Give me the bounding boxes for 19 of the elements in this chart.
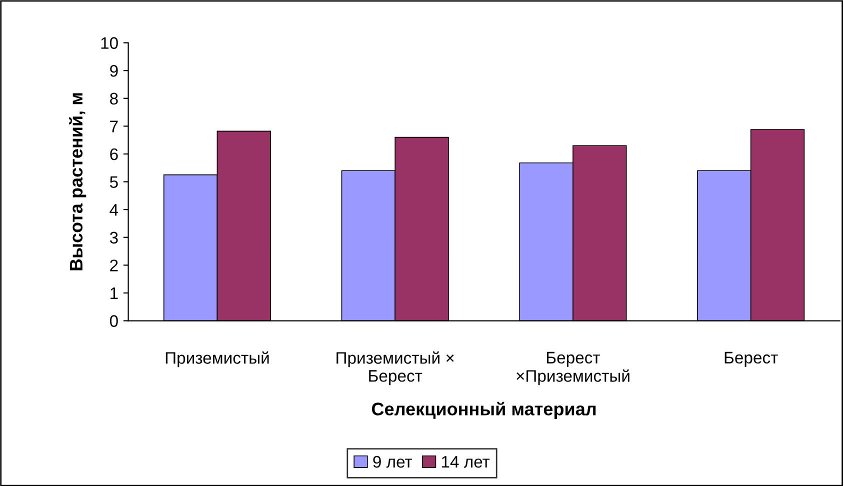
y-tick-label: 0 <box>110 315 118 327</box>
y-tick-label: 7 <box>110 120 118 132</box>
y-tick-label: 9 <box>110 64 118 77</box>
x-tick-label: Приземистый <box>166 351 269 368</box>
legend-label: 14 лет <box>442 456 490 468</box>
y-axis-title: Высота растений, м <box>68 93 86 270</box>
x-tick-label: Берест <box>724 352 778 367</box>
y-tick-label: 10 <box>101 37 118 49</box>
x-tick-label: Берест ×Приземистый <box>516 352 630 386</box>
x-axis-title: Селекционный материал <box>372 402 596 420</box>
y-tick-label: 3 <box>110 232 118 244</box>
y-tick-label: 4 <box>110 204 118 216</box>
y-tick-label: 6 <box>110 148 118 160</box>
legend-label: 9 лет <box>373 456 412 468</box>
y-tick-label: 1 <box>110 288 118 299</box>
y-tick-label: 2 <box>110 260 118 272</box>
y-tick-label: 5 <box>110 176 118 188</box>
y-tick-label: 8 <box>110 92 118 105</box>
x-tick-label: Приземистый × Берест <box>336 351 454 386</box>
